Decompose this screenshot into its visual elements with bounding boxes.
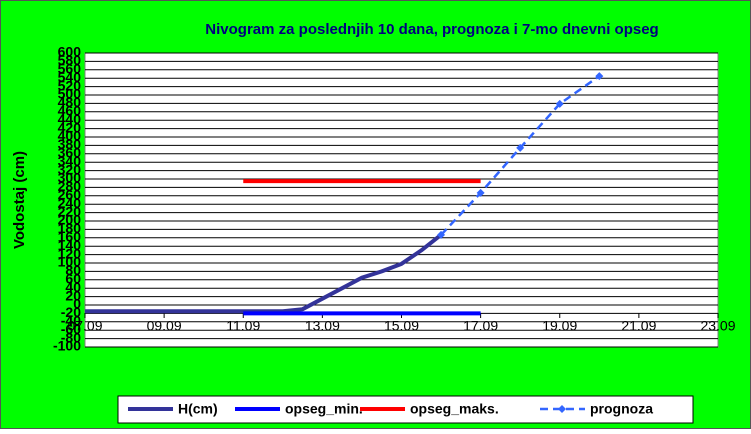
y-tick-label: 40: [65, 279, 81, 295]
y-tick-label: 480: [58, 94, 82, 110]
y-tick-label: 520: [58, 77, 82, 93]
marker: [476, 188, 485, 197]
y-tick-label: 500: [58, 86, 82, 102]
y-tick-label: 360: [58, 145, 82, 161]
x-tick-label: 15.09: [384, 318, 419, 334]
x-tick-label: 11.09: [226, 318, 260, 334]
y-tick-label: 0: [73, 296, 81, 312]
legend-marker: [558, 405, 566, 413]
chart-title: Nivogram za poslednjih 10 dana, prognoza…: [205, 21, 658, 38]
plot-area: [84, 52, 719, 348]
marker: [595, 72, 604, 81]
y-tick-label: -40: [61, 313, 81, 329]
y-tick-label: 420: [58, 119, 82, 135]
legend-label: opseg_maks.: [410, 401, 499, 417]
marker: [555, 99, 564, 108]
x-tick-label: 21.09: [621, 318, 656, 334]
y-tick-label: 240: [58, 195, 82, 211]
y-tick-label: 120: [58, 245, 82, 261]
marker: [437, 230, 446, 239]
y-tick-label: 20: [65, 287, 81, 303]
y-axis-label: Vodostaj (cm): [11, 151, 28, 249]
y-tick-label: 200: [58, 212, 82, 228]
y-tick-label: 400: [58, 128, 82, 144]
y-tick-label: 580: [58, 52, 82, 68]
y-tick-label: 140: [58, 237, 82, 253]
x-tick-label: 13.09: [305, 318, 340, 334]
y-tick-label: 160: [58, 229, 82, 245]
y-tick-label: 540: [58, 69, 82, 85]
y-tick-label: 60: [65, 271, 81, 287]
y-tick-label: 340: [58, 153, 82, 169]
y-tick-label: -100: [53, 338, 81, 354]
y-tick-label: 220: [58, 203, 82, 219]
legend: [117, 395, 694, 424]
x-tick-label: 17.09: [463, 318, 498, 334]
y-tick-label: -80: [61, 329, 81, 345]
y-tick-label: 560: [58, 61, 82, 77]
y-tick-label: 440: [58, 111, 82, 127]
y-tick-label: 180: [58, 220, 82, 236]
y-tick-label: 380: [58, 136, 82, 152]
x-tick-label: 09.09: [147, 318, 182, 334]
legend-label: H(cm): [178, 401, 218, 417]
legend-label: opseg_min.: [285, 401, 363, 417]
y-tick-label: 320: [58, 161, 82, 177]
x-tick-label: 23.09: [700, 318, 735, 334]
y-tick-label: 300: [58, 170, 82, 186]
x-tick-label: 07.09: [67, 318, 102, 334]
y-tick-label: 260: [58, 187, 82, 203]
y-tick-label: 80: [65, 262, 81, 278]
y-tick-label: 600: [58, 44, 82, 60]
legend-label: prognoza: [590, 401, 653, 417]
marker: [516, 143, 525, 152]
y-tick-label: 460: [58, 103, 82, 119]
y-tick-label: 100: [58, 254, 82, 270]
y-tick-label: -60: [61, 321, 81, 337]
y-tick-label: -20: [61, 304, 81, 320]
y-tick-label: 280: [58, 178, 82, 194]
series-line: [85, 233, 443, 314]
x-tick-label: 19.09: [542, 318, 577, 334]
